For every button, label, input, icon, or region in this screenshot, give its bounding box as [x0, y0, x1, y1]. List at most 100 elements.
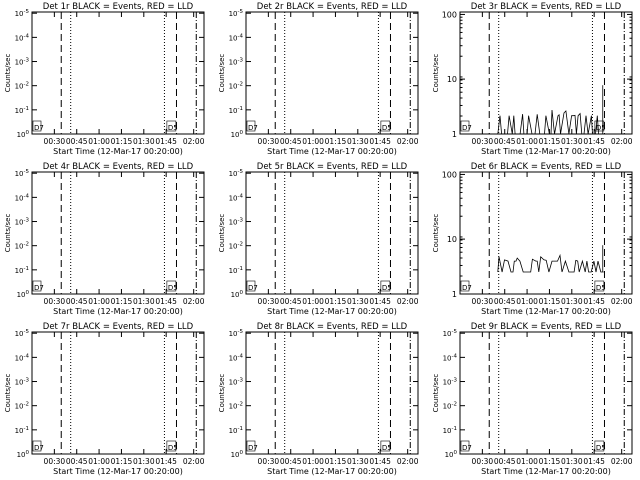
y-axis-label: Counts/sec [218, 374, 226, 413]
y-tick-label: 100 [17, 450, 30, 459]
x-axis-label: Start Time (12-Mar-17 00:20:00) [481, 307, 611, 316]
x-tick-label: 00:45 [494, 297, 516, 306]
y-tick-label: 10 [447, 235, 457, 244]
y-tick-label: 10-4 [229, 353, 244, 362]
x-tick-label: 01:15 [325, 457, 347, 466]
y-axis-label: Counts/sec [432, 214, 440, 253]
x-tick-label: 01:30 [347, 137, 369, 146]
x-tick-label: 01:15 [325, 137, 347, 146]
x-tick-label: 00:30 [44, 137, 66, 146]
x-tick-label: 00:45 [280, 297, 302, 306]
y-tick-label: 100 [231, 290, 244, 299]
annotation-box [380, 440, 391, 452]
panel-title: Det 2r BLACK = Events, RED = LLD [257, 2, 408, 12]
x-tick-label: 01:30 [561, 137, 583, 146]
panel-title: Det 6r BLACK = Events, RED = LLD [471, 162, 622, 172]
x-tick-label: 00:30 [472, 137, 494, 146]
annotation-box [380, 280, 391, 292]
plot-frame [459, 331, 633, 455]
panel-title: Det 5r BLACK = Events, RED = LLD [257, 162, 408, 172]
y-tick-label: 1 [452, 130, 457, 139]
panel-5: Det 5r BLACK = Events, RED = LLD Counts/s… [218, 162, 419, 316]
annotation-d7: D7 [34, 124, 44, 132]
x-tick-label: 01:45 [369, 457, 391, 466]
annotation-box [246, 440, 256, 452]
y-tick-label: 10-2 [15, 82, 29, 91]
y-tick-label: 10-5 [229, 9, 244, 18]
x-tick-label: 01:15 [539, 137, 561, 146]
y-axis-label: Counts/sec [432, 374, 440, 413]
panel-3: Det 3r BLACK = Events, RED = LLD Counts/s… [432, 2, 633, 156]
x-tick-label: 01:45 [155, 297, 177, 306]
y-tick-label: 10-5 [15, 329, 30, 338]
y-tick-label: 1 [452, 290, 457, 299]
x-tick-label: 01:45 [583, 137, 605, 146]
y-tick-label: 100 [17, 290, 30, 299]
y-tick-label: 10-3 [443, 378, 458, 387]
plot-frame [459, 11, 633, 135]
x-tick-label: 01:30 [133, 457, 155, 466]
plot-frame [31, 11, 205, 135]
annotation-box [460, 120, 470, 132]
x-tick-label: 01:30 [561, 457, 583, 466]
y-tick-label: 10-3 [229, 218, 244, 227]
annotation-d7: D7 [462, 444, 472, 452]
panel-9: Det 9r BLACK = Events, RED = LLD Counts/s… [432, 322, 633, 476]
x-tick-label: 01:15 [111, 297, 133, 306]
annotation-box [594, 280, 605, 292]
x-tick-label: 01:30 [347, 297, 369, 306]
x-tick-label: 02:00 [183, 137, 205, 146]
annotation-box [460, 440, 470, 452]
x-tick-label: 00:30 [472, 297, 494, 306]
plot-frame [31, 171, 205, 295]
annotation-d5: D5 [382, 444, 392, 452]
annotation-box [246, 120, 256, 132]
x-axis-label: Start Time (12-Mar-17 00:20:00) [53, 467, 183, 476]
events-trace [497, 109, 602, 135]
x-tick-label: 00:45 [494, 457, 516, 466]
y-axis-label: Counts/sec [4, 374, 12, 413]
annotation-d7: D7 [462, 284, 472, 292]
x-tick-label: 02:00 [397, 457, 419, 466]
x-tick-label: 01:45 [369, 137, 391, 146]
x-tick-label: 01:00 [302, 137, 324, 146]
annotation-d7: D7 [34, 284, 44, 292]
annotation-box [166, 440, 177, 452]
y-tick-label: 100 [17, 130, 30, 139]
y-tick-label: 10-1 [229, 266, 243, 275]
y-tick-label: 10-5 [15, 9, 30, 18]
annotation-d5: D5 [168, 444, 178, 452]
x-tick-label: 01:15 [325, 297, 347, 306]
x-tick-label: 01:30 [347, 457, 369, 466]
y-tick-label: 100 [231, 450, 244, 459]
y-tick-label: 100 [445, 450, 458, 459]
x-tick-label: 00:30 [472, 457, 494, 466]
x-tick-label: 01:30 [561, 297, 583, 306]
x-tick-label: 01:00 [516, 137, 538, 146]
y-tick-label: 10-5 [229, 329, 244, 338]
annotation-box [32, 120, 42, 132]
x-tick-label: 01:15 [111, 137, 133, 146]
panel-6: Det 6r BLACK = Events, RED = LLD Counts/s… [432, 162, 633, 316]
annotation-box [32, 440, 42, 452]
annotation-box [166, 280, 177, 292]
y-tick-label: 10-1 [443, 426, 457, 435]
events-trace [497, 253, 604, 273]
plot-frame [459, 171, 633, 295]
panel-title: Det 1r BLACK = Events, RED = LLD [43, 2, 194, 12]
plot-frame [245, 331, 419, 455]
panel-title: Det 7r BLACK = Events, RED = LLD [43, 322, 194, 332]
y-axis-label: Counts/sec [218, 54, 226, 93]
x-tick-label: 02:00 [611, 457, 633, 466]
y-tick-label: 10-3 [15, 218, 30, 227]
x-tick-label: 00:45 [66, 457, 88, 466]
panel-title: Det 8r BLACK = Events, RED = LLD [257, 322, 408, 332]
y-tick-label: 10 [447, 75, 457, 84]
x-tick-label: 01:45 [155, 457, 177, 466]
y-tick-label: 10-2 [229, 242, 243, 251]
annotation-box [166, 120, 177, 132]
panel-4: Det 4r BLACK = Events, RED = LLD Counts/s… [4, 162, 205, 316]
plot-frame [31, 331, 205, 455]
panel-title: Det 4r BLACK = Events, RED = LLD [43, 162, 194, 172]
